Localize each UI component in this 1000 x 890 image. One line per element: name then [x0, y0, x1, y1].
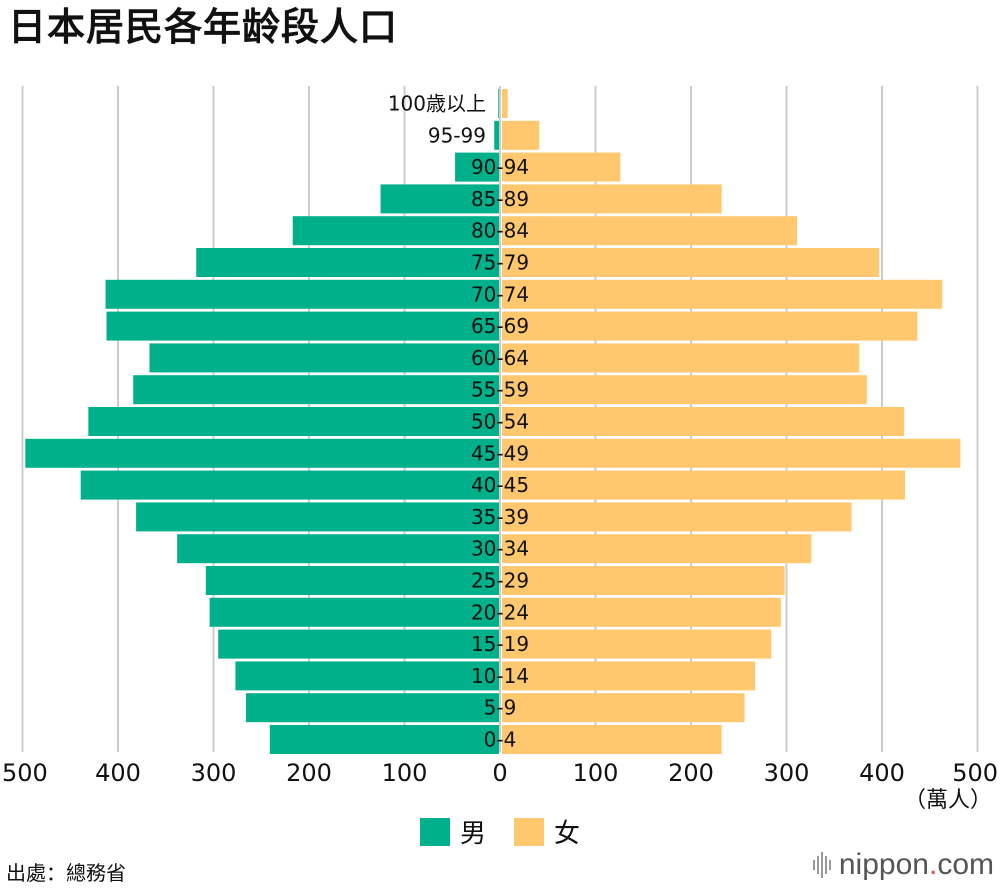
bar-male — [494, 120, 499, 150]
bar-male — [136, 502, 499, 532]
legend-label-male: 男 — [459, 819, 486, 849]
bar-female — [502, 725, 722, 754]
age-group-label: 85-89 — [471, 187, 529, 211]
bar-male — [106, 311, 500, 341]
age-group-label: 60-64 — [471, 346, 529, 370]
age-group-label: 100歳以上 — [388, 92, 486, 116]
bar-female — [502, 120, 540, 150]
x-tick-label: 300 — [191, 759, 237, 787]
age-group-label: 70-74 — [471, 282, 529, 306]
bar-female — [502, 566, 785, 595]
legend-item-male: 男 — [419, 813, 486, 850]
bar-female — [502, 89, 508, 118]
age-group-label: 25-29 — [471, 569, 529, 593]
bar-male — [498, 89, 499, 118]
bar-female — [502, 279, 943, 309]
bar-male — [269, 725, 499, 754]
bar-female — [502, 343, 860, 373]
bar-male — [218, 629, 500, 659]
x-tick-label: 0 — [492, 759, 507, 787]
age-group-label: 45-49 — [471, 441, 529, 465]
bar-male — [149, 343, 499, 373]
bar-male — [205, 566, 499, 595]
bar-male — [455, 152, 499, 182]
unit-label: （萬人） — [904, 788, 992, 810]
bar-male — [177, 534, 500, 564]
x-tick-label: 400 — [95, 759, 141, 787]
legend-label-female: 女 — [554, 819, 581, 849]
age-group-label: 90-94 — [471, 155, 529, 179]
age-group-label: 95-99 — [428, 123, 486, 147]
x-tick-label: 500 — [2, 759, 48, 787]
bars — [25, 89, 961, 754]
bar-male — [133, 375, 500, 405]
brand-text: nippon.com — [838, 848, 994, 881]
bar-male — [105, 279, 499, 309]
category-labels: 100歳以上 95-99 90-94 85-89 80-84 75-79 70-74 65-6… — [388, 92, 529, 752]
bar-female — [502, 438, 961, 468]
age-group-label: 55-59 — [471, 378, 529, 402]
bar-male — [235, 661, 500, 691]
age-group-label: 20-24 — [471, 600, 529, 624]
bar-male — [245, 693, 499, 723]
age-group-label: 35-39 — [471, 505, 529, 529]
bar-female — [502, 629, 772, 659]
legend: 男 女 — [0, 813, 1000, 850]
x-tick-label: 100 — [382, 759, 428, 787]
bar-female — [502, 375, 867, 405]
legend-item-female: 女 — [514, 813, 580, 850]
nippon-com-logo: nippon.com — [812, 848, 994, 882]
age-group-label: 30-34 — [471, 537, 529, 561]
bar-female — [502, 470, 906, 500]
age-group-label: 10-14 — [471, 664, 529, 688]
x-tick-label: 300 — [764, 759, 810, 787]
age-group-label: 65-69 — [471, 314, 529, 338]
bar-male — [25, 438, 499, 468]
bar-male — [292, 216, 499, 246]
bar-male — [209, 597, 499, 627]
source-note: 出處：總務省 — [6, 861, 126, 885]
x-tick-label: 100 — [573, 759, 619, 787]
age-group-label: 5-9 — [484, 696, 517, 720]
age-group-label: 75-79 — [471, 251, 529, 275]
bar-female — [502, 184, 722, 214]
bar-female — [502, 693, 745, 723]
bar-female — [502, 311, 918, 341]
bar-female — [502, 407, 905, 436]
bar-female — [502, 597, 781, 627]
bar-male — [196, 248, 499, 277]
bar-male — [80, 470, 500, 500]
bar-female — [502, 152, 621, 182]
bar-female — [502, 248, 880, 277]
bar-female — [502, 502, 852, 532]
x-tick-label: 500 — [952, 759, 998, 787]
population-pyramid-chart: 100歳以上 95-99 90-94 85-89 80-84 75-79 70-74 65-6… — [2, 86, 998, 810]
x-tick-label: 400 — [859, 759, 905, 787]
age-group-label: 40-45 — [471, 473, 529, 497]
bar-female — [502, 534, 812, 564]
bar-female — [502, 661, 756, 691]
bar-male — [88, 407, 499, 436]
legend-swatch-female — [514, 817, 544, 846]
x-tick-label: 200 — [286, 759, 332, 787]
age-group-label: 0-4 — [484, 728, 517, 752]
bar-female — [502, 216, 798, 246]
sound-bars-icon — [812, 850, 831, 880]
age-group-label: 15-19 — [471, 632, 529, 656]
bar-male — [380, 184, 499, 214]
legend-swatch-male — [419, 817, 450, 846]
age-group-label: 80-84 — [471, 219, 529, 243]
age-group-label: 50-54 — [471, 410, 529, 434]
x-tick-label: 200 — [668, 759, 714, 787]
x-tick-labels: 500 400 300 200 100 0 100 200 300 400 500 — [2, 759, 998, 787]
chart-title: 日本居民各年龄段人口 — [8, 5, 399, 49]
